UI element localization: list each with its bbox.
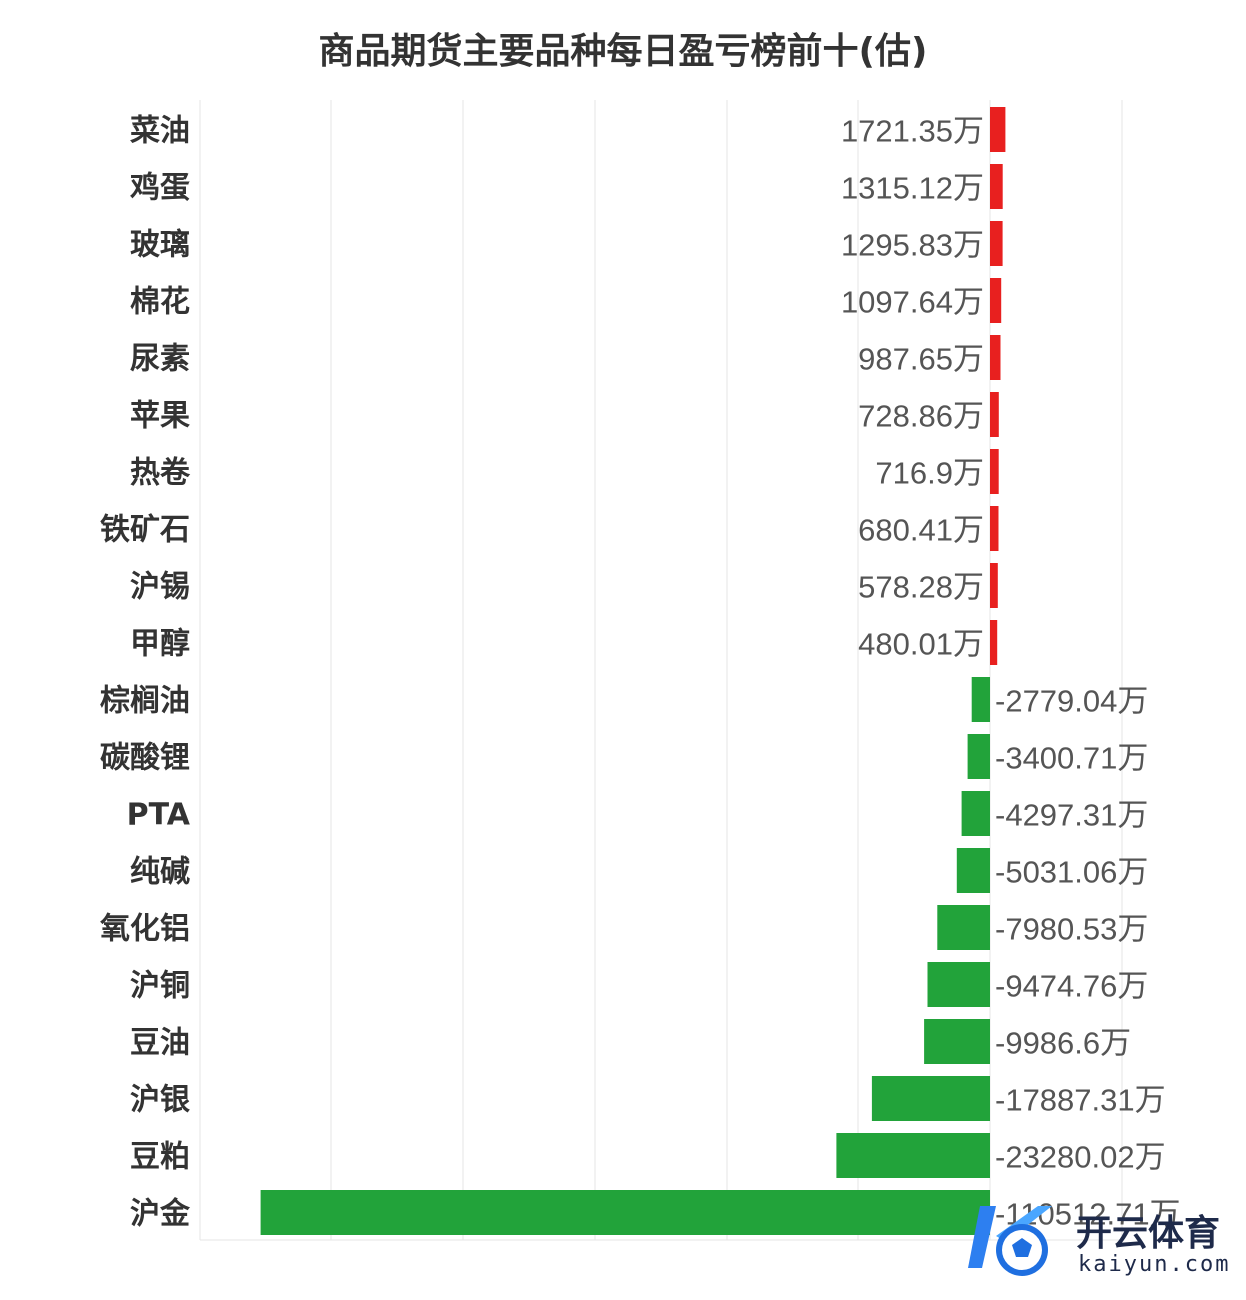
bar-碳酸锂 <box>967 734 990 779</box>
category-label: 沪金 <box>130 1197 191 1232</box>
category-label: 豆油 <box>130 1026 190 1061</box>
bar-鸡蛋 <box>990 164 1003 209</box>
value-label: -4297.31万 <box>995 798 1148 833</box>
value-label: -3400.71万 <box>995 741 1148 776</box>
category-label: 甲醇 <box>130 627 190 662</box>
value-labels: 1721.35万 1315.12万 1295.83万 1097.64万 987.65万 7… <box>841 114 1181 1232</box>
bar-豆油 <box>924 1019 990 1064</box>
value-label: -7980.53万 <box>995 912 1148 947</box>
bar-豆粕 <box>836 1133 990 1178</box>
value-label: -9986.6万 <box>995 1026 1131 1061</box>
category-label: 热卷 <box>130 456 191 491</box>
category-label: 沪锡 <box>130 570 190 605</box>
category-label: 氧化铝 <box>100 912 190 947</box>
value-label: 1315.12万 <box>841 171 984 206</box>
bar-苹果 <box>990 392 999 437</box>
category-label: 棕榈油 <box>100 684 190 719</box>
value-label: 1295.83万 <box>841 228 984 263</box>
value-label: 1097.64万 <box>841 285 984 320</box>
category-label: 尿素 <box>130 342 190 377</box>
bar-PTA <box>961 791 990 836</box>
value-label: 728.86万 <box>858 399 984 434</box>
category-label: 沪铜 <box>130 969 190 1004</box>
bar-沪锡 <box>990 563 998 608</box>
bar-沪铜 <box>927 962 990 1007</box>
bar-玻璃 <box>990 221 1003 266</box>
grid-lines <box>199 100 1123 1240</box>
category-label: 铁矿石 <box>100 513 190 548</box>
bar-沪金 <box>260 1190 991 1235</box>
category-label: 棉花 <box>130 285 190 320</box>
category-label: 豆粕 <box>130 1140 190 1175</box>
bar-沪银 <box>871 1076 990 1121</box>
category-label: PTA <box>127 798 191 833</box>
value-label: -23280.02万 <box>995 1140 1166 1175</box>
bar-菜油 <box>990 107 1006 152</box>
value-label: -9474.76万 <box>995 969 1148 1004</box>
category-label: 沪银 <box>130 1083 190 1118</box>
watermark-name: 开云体育 <box>1076 1213 1221 1254</box>
category-label: 玻璃 <box>130 228 190 263</box>
value-label: 716.9万 <box>875 456 984 491</box>
chart-title: 商品期货主要品种每日盈亏榜前十(估) <box>318 31 928 72</box>
bar-棉花 <box>990 278 1002 323</box>
watermark-domain: kaiyun.com <box>1078 1252 1231 1277</box>
bar-纯碱 <box>956 848 990 893</box>
value-label: -5031.06万 <box>995 855 1148 890</box>
bar-氧化铝 <box>937 905 990 950</box>
watermark-logo: 开云体育 kaiyun.com <box>960 1198 1240 1288</box>
bar-热卷 <box>990 449 999 494</box>
category-label: 鸡蛋 <box>130 171 190 206</box>
ball-logo-icon <box>968 1206 1052 1276</box>
bars <box>260 107 1006 1235</box>
bar-甲醇 <box>990 620 998 665</box>
category-label: 菜油 <box>130 114 190 149</box>
bar-棕榈油 <box>971 677 990 722</box>
bar-尿素 <box>990 335 1001 380</box>
value-label: 680.41万 <box>858 513 984 548</box>
category-label: 苹果 <box>130 399 190 434</box>
category-label: 碳酸锂 <box>100 741 190 776</box>
value-label: 987.65万 <box>858 342 984 377</box>
value-label: -2779.04万 <box>995 684 1148 719</box>
value-label: -17887.31万 <box>995 1083 1166 1118</box>
bar-铁矿石 <box>990 506 999 551</box>
value-label: 1721.35万 <box>841 114 984 149</box>
value-label: 578.28万 <box>858 570 984 605</box>
category-label: 纯碱 <box>130 855 190 890</box>
value-label: 480.01万 <box>858 627 984 662</box>
